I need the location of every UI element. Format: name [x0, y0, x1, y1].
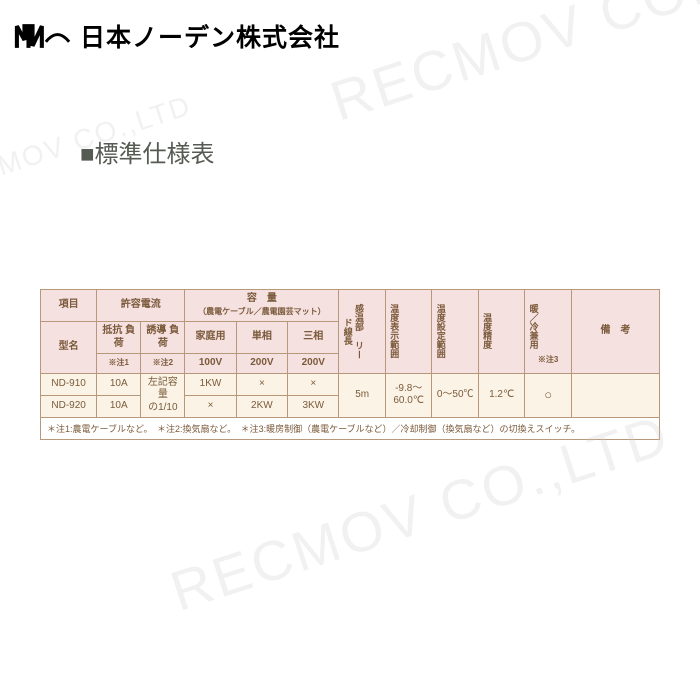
cell-set: 0～50℃ [432, 373, 478, 418]
th-capacity-sub: （農電ケーブル／農電園芸マット） [198, 307, 326, 316]
cell-inductive: 左記容量 の1/10 [141, 373, 185, 418]
th-model: 型名 [41, 322, 97, 374]
th-capacity-label: 容 量 [247, 293, 277, 304]
cell-disp: -9.8～ 60.0℃ [385, 373, 431, 418]
th-temp-acc: 温度精度 [478, 290, 524, 374]
cell-single: 2KW [236, 395, 287, 417]
th-home: 家庭用 [185, 322, 236, 354]
th-resistive: 抵抗 負荷 [97, 322, 141, 354]
th-inductive-note: ※注2 [141, 354, 185, 374]
th-remarks: 備 考 [571, 290, 659, 374]
spec-table: 項目 許容電流 容 量 （農電ケーブル／農電園芸マット） 感温部 リード線長 温… [40, 289, 660, 418]
section-title: ■標準仕様表 [80, 134, 700, 169]
th-item: 項目 [41, 290, 97, 322]
th-heat-cool-text: 暖／冷兼用 [527, 297, 538, 355]
cell-three: 3KW [288, 395, 339, 417]
th-allowable-current: 許容電流 [97, 290, 185, 322]
th-single-v: 200V [236, 354, 287, 374]
cell-resistive: 10A [97, 395, 141, 417]
th-temp-disp-text: 温度表示範囲 [388, 302, 399, 360]
cell-single: × [236, 373, 287, 395]
company-logo-icon [14, 20, 72, 52]
cell-hc: ○ [525, 373, 571, 418]
th-temp-disp: 温度表示範囲 [385, 290, 431, 374]
cell-home: 1KW [185, 373, 236, 395]
table-footnote: ＊注1:農電ケーブルなど。 ＊注2:換気扇など。 ＊注3:暖房制御（農電ケーブル… [40, 418, 660, 440]
th-temp-set-text: 温度設定範囲 [434, 302, 445, 360]
company-header: 日本ノーデン株式会社 [0, 0, 700, 54]
th-three-v: 200V [288, 354, 339, 374]
th-three: 三相 [288, 322, 339, 354]
spec-table-container: 項目 許容電流 容 量 （農電ケーブル／農電園芸マット） 感温部 リード線長 温… [40, 289, 660, 440]
cell-acc: 1.2℃ [478, 373, 524, 418]
th-resistive-label: 抵抗 負荷 [102, 325, 135, 349]
th-resistive-note: ※注1 [97, 354, 141, 374]
th-inductive: 誘導 負荷 [141, 322, 185, 354]
th-inductive-label: 誘導 負荷 [146, 325, 179, 349]
th-temp-acc-text: 温度精度 [481, 302, 492, 360]
cell-lead: 5m [339, 373, 385, 418]
th-temp-set: 温度設定範囲 [432, 290, 478, 374]
th-sensor-lead: 感温部 リード線長 [339, 290, 385, 374]
cell-home: × [185, 395, 236, 417]
th-heat-cool: 暖／冷兼用 ※注3 [525, 290, 571, 374]
cell-resistive: 10A [97, 373, 141, 395]
th-heat-cool-note: ※注3 [527, 355, 568, 365]
cell-remarks [571, 373, 659, 418]
th-capacity: 容 量 （農電ケーブル／農電園芸マット） [185, 290, 339, 322]
cell-three: × [288, 373, 339, 395]
cell-model: ND-920 [41, 395, 97, 417]
th-home-v: 100V [185, 354, 236, 374]
company-name: 日本ノーデン株式会社 [80, 18, 340, 54]
cell-model: ND-910 [41, 373, 97, 395]
th-single: 単相 [236, 322, 287, 354]
table-row: ND-910 10A 左記容量 の1/10 1KW × × 5m -9.8～ 6… [41, 373, 660, 395]
th-sensor-lead-text: 感温部 リード線長 [341, 302, 364, 360]
